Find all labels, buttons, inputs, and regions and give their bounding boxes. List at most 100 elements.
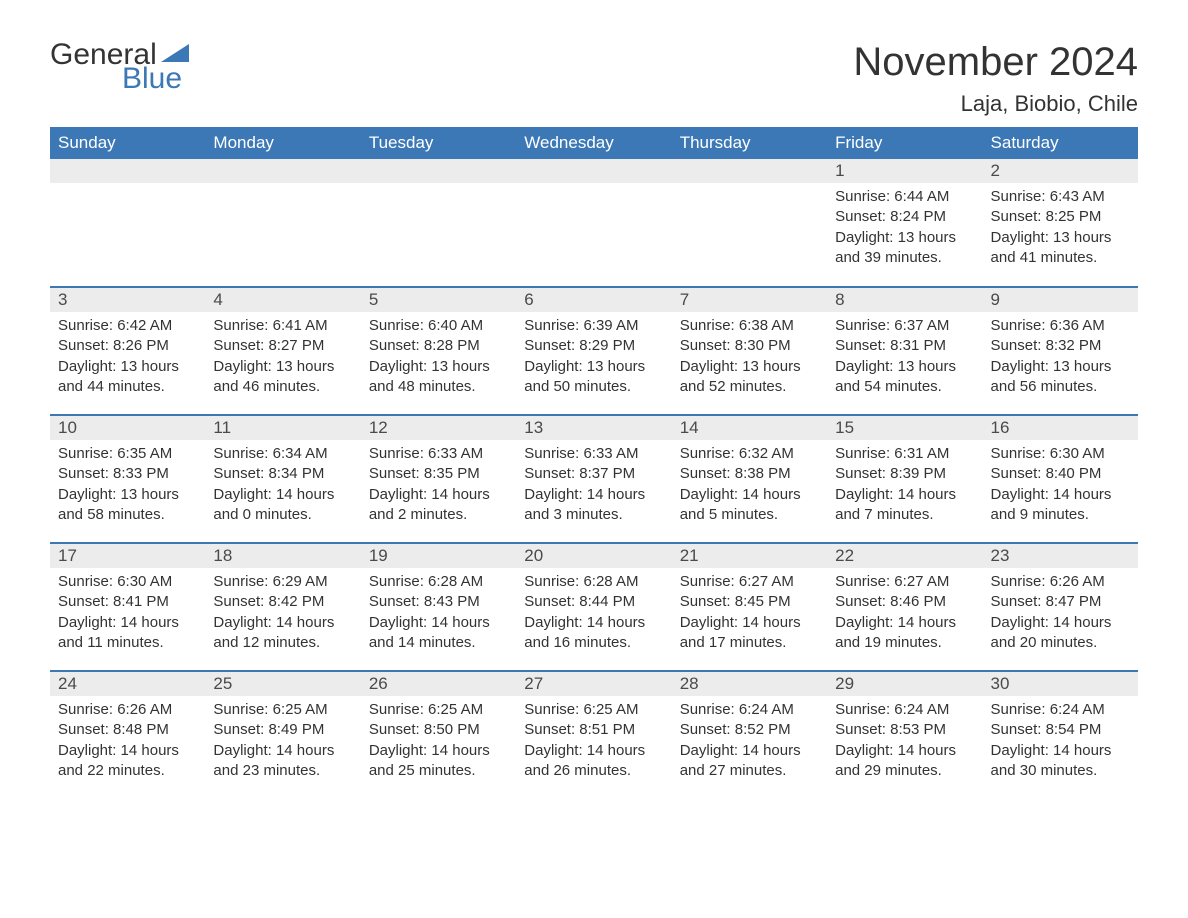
weekday-header: Wednesday — [516, 127, 671, 159]
day-number: 5 — [361, 288, 516, 312]
day-details: Sunrise: 6:38 AMSunset: 8:30 PMDaylight:… — [672, 312, 827, 405]
day-number: 10 — [50, 416, 205, 440]
sunrise-text: Sunrise: 6:42 AM — [58, 316, 197, 336]
calendar-day-cell: 19Sunrise: 6:28 AMSunset: 8:43 PMDayligh… — [361, 543, 516, 671]
calendar-day-cell — [205, 159, 360, 287]
sunrise-text: Sunrise: 6:30 AM — [58, 572, 197, 592]
day-number: 24 — [50, 672, 205, 696]
day-number: 14 — [672, 416, 827, 440]
day-number — [516, 159, 671, 183]
day-details: Sunrise: 6:36 AMSunset: 8:32 PMDaylight:… — [983, 312, 1138, 405]
day-number: 8 — [827, 288, 982, 312]
day-number: 6 — [516, 288, 671, 312]
day-details: Sunrise: 6:44 AMSunset: 8:24 PMDaylight:… — [827, 183, 982, 276]
sunrise-text: Sunrise: 6:24 AM — [680, 700, 819, 720]
daylight-text: Daylight: 13 hours and 58 minutes. — [58, 485, 197, 526]
day-details: Sunrise: 6:28 AMSunset: 8:44 PMDaylight:… — [516, 568, 671, 661]
daylight-text: Daylight: 14 hours and 5 minutes. — [680, 485, 819, 526]
day-number: 27 — [516, 672, 671, 696]
sunset-text: Sunset: 8:53 PM — [835, 720, 974, 740]
day-number: 1 — [827, 159, 982, 183]
day-details: Sunrise: 6:30 AMSunset: 8:41 PMDaylight:… — [50, 568, 205, 661]
day-number: 17 — [50, 544, 205, 568]
day-number — [205, 159, 360, 183]
sunrise-text: Sunrise: 6:28 AM — [524, 572, 663, 592]
sunset-text: Sunset: 8:32 PM — [991, 336, 1130, 356]
sunset-text: Sunset: 8:34 PM — [213, 464, 352, 484]
sunrise-text: Sunrise: 6:25 AM — [524, 700, 663, 720]
daylight-text: Daylight: 14 hours and 22 minutes. — [58, 741, 197, 782]
calendar-week-row: 17Sunrise: 6:30 AMSunset: 8:41 PMDayligh… — [50, 543, 1138, 671]
daylight-text: Daylight: 14 hours and 20 minutes. — [991, 613, 1130, 654]
location-subtitle: Laja, Biobio, Chile — [853, 91, 1138, 117]
day-details: Sunrise: 6:27 AMSunset: 8:46 PMDaylight:… — [827, 568, 982, 661]
sunset-text: Sunset: 8:33 PM — [58, 464, 197, 484]
daylight-text: Daylight: 13 hours and 52 minutes. — [680, 357, 819, 398]
day-number: 18 — [205, 544, 360, 568]
sunset-text: Sunset: 8:25 PM — [991, 207, 1130, 227]
day-details: Sunrise: 6:35 AMSunset: 8:33 PMDaylight:… — [50, 440, 205, 533]
calendar-table: Sunday Monday Tuesday Wednesday Thursday… — [50, 127, 1138, 799]
calendar-day-cell: 18Sunrise: 6:29 AMSunset: 8:42 PMDayligh… — [205, 543, 360, 671]
sunrise-text: Sunrise: 6:37 AM — [835, 316, 974, 336]
weekday-header: Monday — [205, 127, 360, 159]
day-number: 26 — [361, 672, 516, 696]
sunset-text: Sunset: 8:41 PM — [58, 592, 197, 612]
day-number: 13 — [516, 416, 671, 440]
sunrise-text: Sunrise: 6:44 AM — [835, 187, 974, 207]
day-details: Sunrise: 6:41 AMSunset: 8:27 PMDaylight:… — [205, 312, 360, 405]
sunset-text: Sunset: 8:48 PM — [58, 720, 197, 740]
calendar-day-cell: 26Sunrise: 6:25 AMSunset: 8:50 PMDayligh… — [361, 671, 516, 799]
sunset-text: Sunset: 8:37 PM — [524, 464, 663, 484]
calendar-day-cell: 28Sunrise: 6:24 AMSunset: 8:52 PMDayligh… — [672, 671, 827, 799]
sunrise-text: Sunrise: 6:27 AM — [835, 572, 974, 592]
daylight-text: Daylight: 14 hours and 3 minutes. — [524, 485, 663, 526]
sunset-text: Sunset: 8:43 PM — [369, 592, 508, 612]
daylight-text: Daylight: 14 hours and 12 minutes. — [213, 613, 352, 654]
day-number: 30 — [983, 672, 1138, 696]
day-details: Sunrise: 6:40 AMSunset: 8:28 PMDaylight:… — [361, 312, 516, 405]
day-number: 15 — [827, 416, 982, 440]
day-details — [516, 183, 671, 195]
sunset-text: Sunset: 8:40 PM — [991, 464, 1130, 484]
weekday-header: Thursday — [672, 127, 827, 159]
day-number: 25 — [205, 672, 360, 696]
daylight-text: Daylight: 14 hours and 7 minutes. — [835, 485, 974, 526]
day-number: 22 — [827, 544, 982, 568]
day-number — [672, 159, 827, 183]
day-details — [672, 183, 827, 195]
day-details: Sunrise: 6:34 AMSunset: 8:34 PMDaylight:… — [205, 440, 360, 533]
day-number: 21 — [672, 544, 827, 568]
calendar-day-cell: 6Sunrise: 6:39 AMSunset: 8:29 PMDaylight… — [516, 287, 671, 415]
calendar-day-cell: 10Sunrise: 6:35 AMSunset: 8:33 PMDayligh… — [50, 415, 205, 543]
daylight-text: Daylight: 13 hours and 44 minutes. — [58, 357, 197, 398]
daylight-text: Daylight: 14 hours and 26 minutes. — [524, 741, 663, 782]
sunset-text: Sunset: 8:30 PM — [680, 336, 819, 356]
calendar-day-cell — [361, 159, 516, 287]
sunset-text: Sunset: 8:31 PM — [835, 336, 974, 356]
day-number: 2 — [983, 159, 1138, 183]
sunset-text: Sunset: 8:49 PM — [213, 720, 352, 740]
calendar-day-cell: 16Sunrise: 6:30 AMSunset: 8:40 PMDayligh… — [983, 415, 1138, 543]
sunrise-text: Sunrise: 6:29 AM — [213, 572, 352, 592]
sunrise-text: Sunrise: 6:41 AM — [213, 316, 352, 336]
sunrise-text: Sunrise: 6:38 AM — [680, 316, 819, 336]
sunset-text: Sunset: 8:52 PM — [680, 720, 819, 740]
day-details — [50, 183, 205, 195]
sunset-text: Sunset: 8:29 PM — [524, 336, 663, 356]
sunrise-text: Sunrise: 6:40 AM — [369, 316, 508, 336]
day-number: 28 — [672, 672, 827, 696]
calendar-day-cell: 2Sunrise: 6:43 AMSunset: 8:25 PMDaylight… — [983, 159, 1138, 287]
day-number: 23 — [983, 544, 1138, 568]
calendar-week-row: 10Sunrise: 6:35 AMSunset: 8:33 PMDayligh… — [50, 415, 1138, 543]
calendar-day-cell: 7Sunrise: 6:38 AMSunset: 8:30 PMDaylight… — [672, 287, 827, 415]
day-details: Sunrise: 6:43 AMSunset: 8:25 PMDaylight:… — [983, 183, 1138, 276]
day-number: 29 — [827, 672, 982, 696]
day-number: 4 — [205, 288, 360, 312]
sunrise-text: Sunrise: 6:24 AM — [991, 700, 1130, 720]
calendar-day-cell: 1Sunrise: 6:44 AMSunset: 8:24 PMDaylight… — [827, 159, 982, 287]
sunrise-text: Sunrise: 6:25 AM — [213, 700, 352, 720]
sunset-text: Sunset: 8:47 PM — [991, 592, 1130, 612]
sunset-text: Sunset: 8:46 PM — [835, 592, 974, 612]
calendar-week-row: 1Sunrise: 6:44 AMSunset: 8:24 PMDaylight… — [50, 159, 1138, 287]
